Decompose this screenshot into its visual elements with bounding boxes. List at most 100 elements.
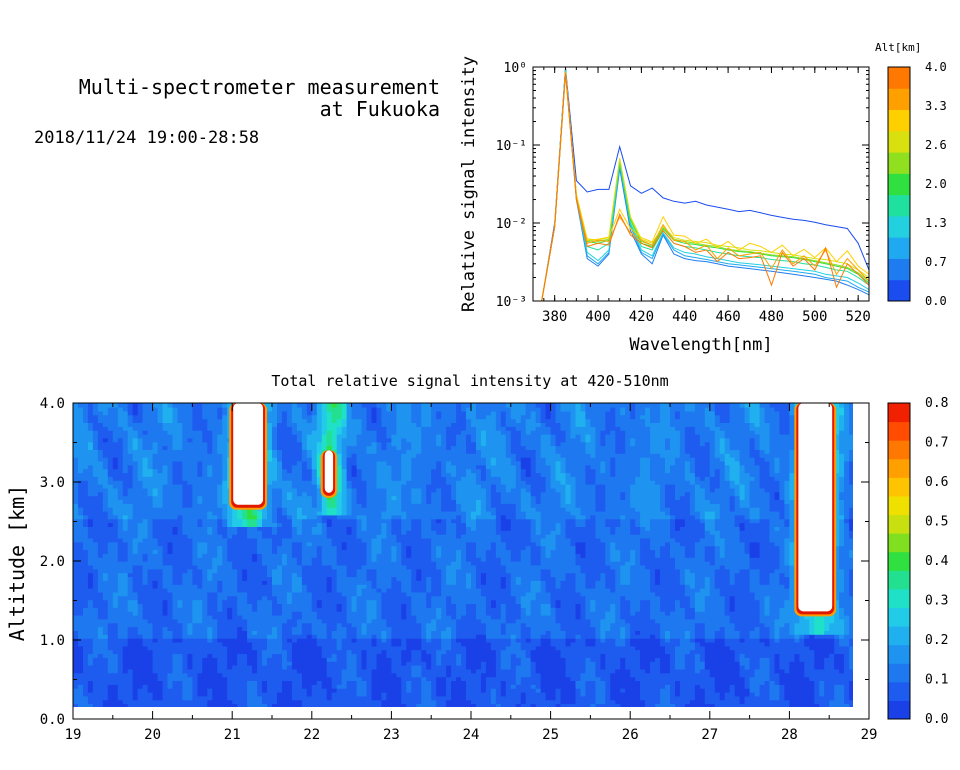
heatmap-cell — [197, 495, 204, 500]
heatmap-cell — [277, 703, 283, 707]
heatmap-cell — [306, 672, 313, 678]
heatmap-cell — [167, 587, 174, 593]
heatmap-cell — [282, 403, 288, 408]
heatmap-cell — [78, 541, 84, 547]
heatmap-cell — [177, 595, 184, 601]
heatmap-cell — [177, 684, 184, 689]
heatmap-cell — [142, 618, 149, 624]
heatmap-cell — [316, 676, 323, 681]
heatmap-cell — [316, 549, 323, 554]
heatmap-cell — [341, 429, 348, 435]
heatmap-cell — [162, 576, 169, 581]
heatmap-cell — [291, 691, 298, 697]
heatmap-cell — [321, 603, 328, 608]
heatmap-cell — [351, 618, 358, 624]
heatmap-cell — [242, 514, 248, 520]
heatmap-cell — [142, 549, 149, 554]
heatmap-cell — [132, 522, 139, 527]
heatmap-cell — [321, 614, 328, 620]
heatmap-cell — [356, 491, 363, 497]
heatmap-cell — [152, 637, 159, 643]
heatmap-cell — [207, 453, 214, 458]
heatmap-cell — [257, 530, 263, 535]
heatmap-cell — [247, 672, 253, 678]
heatmap-cell — [112, 703, 119, 707]
heatmap-cell — [326, 645, 333, 651]
heatmap-cell — [147, 560, 154, 566]
heatmap-cell — [127, 680, 134, 685]
heatmap-cell — [152, 699, 159, 705]
heatmap-cell — [286, 660, 293, 666]
heatmap-cell — [366, 695, 373, 701]
heatmap-cell — [112, 414, 119, 420]
heatmap-cell — [371, 703, 378, 707]
heatmap-cell — [341, 564, 348, 570]
heatmap-cell — [202, 580, 209, 585]
heatmap-cell — [301, 618, 308, 624]
heatmap-cell — [127, 506, 134, 512]
heatmap-cell — [361, 499, 368, 504]
heatmap-cell — [187, 460, 194, 466]
heatmap-cell — [78, 518, 84, 524]
heatmap-cell — [78, 410, 84, 416]
heatmap-cell — [97, 537, 104, 543]
heatmap-cell — [277, 487, 283, 493]
heatmap-cell — [311, 514, 318, 520]
heatmap-cell — [162, 568, 169, 574]
heatmap-cell — [157, 414, 164, 420]
heatmap-cell — [242, 537, 248, 543]
heatmap-cell — [137, 684, 144, 689]
heatmap-cell — [257, 657, 263, 662]
heatmap-cell — [237, 645, 243, 651]
heatmap-cell — [92, 441, 99, 447]
heatmap-cell — [177, 537, 184, 543]
heatmap-cell — [122, 506, 129, 512]
heatmap-cell — [157, 487, 164, 493]
heatmap-cell — [282, 445, 288, 450]
heatmap-cell — [182, 634, 189, 639]
heatmap-cell — [237, 557, 243, 562]
heatmap-cell — [147, 464, 154, 470]
heatmap-cell — [351, 468, 358, 474]
heatmap-cell — [182, 491, 189, 497]
heatmap-cell — [316, 560, 323, 566]
heatmap-cell — [301, 433, 308, 439]
heatmap-cell — [286, 533, 293, 539]
heatmap-cell — [366, 684, 373, 689]
heatmap-cell — [272, 583, 278, 589]
heatmap-cell — [331, 522, 338, 527]
heatmap-cell — [83, 445, 89, 450]
heatmap-cell — [122, 533, 129, 539]
heatmap-cell — [107, 576, 114, 581]
heatmap-cell — [87, 522, 94, 527]
heatmap-cell — [212, 641, 219, 647]
heatmap-cell — [107, 660, 114, 666]
heatmap-cell — [217, 476, 224, 481]
heatmap-cell — [341, 684, 348, 689]
heatmap-cell — [301, 503, 308, 508]
heatmap-cell — [356, 676, 363, 681]
heatmap-cell — [83, 456, 89, 462]
heatmap-cell — [351, 460, 358, 466]
heatmap-cell — [257, 537, 263, 543]
heatmap-cell — [78, 491, 84, 497]
heatmap-cell — [272, 622, 278, 628]
heatmap-cell — [147, 660, 154, 666]
heatmap-cell — [182, 668, 189, 674]
spectrum-ytick-label: 10⁻³ — [496, 295, 527, 310]
heatmap-cell — [192, 626, 199, 631]
heatmap-cell — [107, 530, 114, 535]
heatmap-cell — [122, 672, 129, 678]
heatmap-cell — [306, 587, 313, 593]
heatmap-cell — [172, 657, 179, 662]
heatmap-cell — [147, 603, 154, 608]
heatmap-cell — [202, 429, 209, 435]
heatmap-cell — [117, 406, 124, 412]
heatmap-cell — [92, 572, 99, 578]
heatmap-cell — [227, 645, 233, 651]
heatmap-cell — [73, 599, 79, 604]
heatmap-cell — [272, 476, 278, 481]
heatmap-cell — [301, 580, 308, 585]
heatmap-cell — [291, 468, 298, 474]
heatmap-cell — [207, 645, 214, 651]
